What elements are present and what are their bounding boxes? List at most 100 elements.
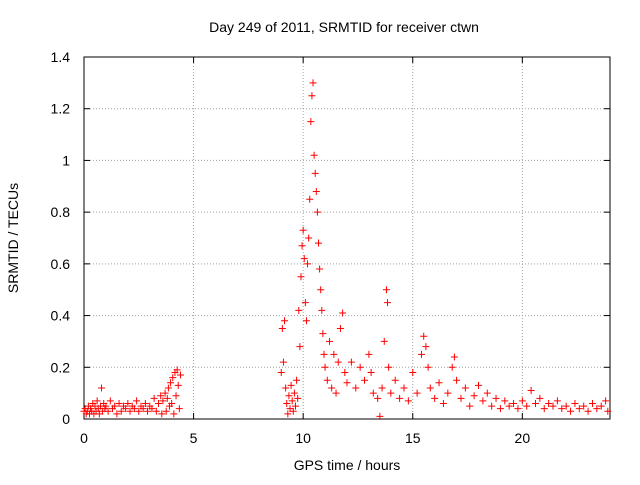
data-point	[319, 330, 327, 338]
data-point	[422, 343, 430, 351]
data-point	[282, 384, 290, 392]
data-point	[285, 392, 293, 400]
data-point	[367, 368, 375, 376]
data-point	[374, 394, 382, 402]
data-point	[126, 407, 134, 415]
data-point	[341, 368, 349, 376]
data-point	[567, 407, 575, 415]
data-point	[413, 389, 421, 397]
data-point	[172, 392, 180, 400]
data-point	[311, 169, 319, 177]
data-point	[315, 239, 323, 247]
data-point	[124, 399, 132, 407]
data-point	[448, 363, 456, 371]
data-point	[152, 407, 160, 415]
grid-lines	[84, 57, 610, 419]
data-points	[80, 79, 612, 420]
data-point	[164, 384, 172, 392]
data-point	[466, 402, 474, 410]
data-point	[356, 363, 364, 371]
data-point	[588, 399, 596, 407]
data-point	[104, 407, 112, 415]
data-point	[299, 226, 307, 234]
data-point	[334, 358, 342, 366]
data-point	[339, 309, 347, 317]
data-point	[336, 325, 344, 332]
data-point	[470, 392, 478, 400]
data-point	[170, 410, 178, 418]
data-point	[461, 384, 469, 392]
data-point	[135, 407, 143, 415]
data-point	[284, 410, 292, 418]
x-tick-label: 10	[295, 430, 311, 446]
x-tick-label: 20	[515, 430, 531, 446]
y-tick-label: 0.2	[51, 359, 71, 375]
data-point	[531, 399, 539, 407]
data-point	[453, 376, 461, 384]
y-axis-label: SRMTID / TECUs	[5, 183, 21, 293]
y-tick-label: 0.8	[51, 204, 71, 220]
y-tick-label: 1.4	[51, 49, 71, 65]
data-point	[505, 402, 513, 410]
data-point	[404, 397, 412, 405]
data-point	[159, 397, 167, 405]
data-point	[277, 368, 285, 376]
data-point	[597, 402, 605, 410]
data-point	[352, 384, 360, 392]
data-point	[420, 332, 428, 340]
data-point	[298, 242, 306, 250]
data-point	[365, 350, 373, 358]
data-point	[98, 384, 106, 392]
data-point	[162, 407, 170, 415]
data-point	[540, 405, 548, 413]
data-point	[593, 405, 601, 413]
data-point	[479, 397, 487, 405]
data-point	[385, 363, 393, 371]
data-point	[287, 381, 295, 389]
data-point	[168, 399, 176, 407]
data-point	[122, 405, 130, 413]
data-point	[545, 399, 553, 407]
data-point	[426, 384, 434, 392]
data-point	[111, 402, 119, 410]
data-point	[150, 394, 158, 402]
data-point	[369, 389, 377, 397]
data-point	[305, 234, 313, 242]
data-point	[391, 376, 399, 384]
data-point	[527, 387, 535, 395]
data-point	[157, 392, 165, 400]
data-point	[439, 399, 447, 407]
data-point	[161, 389, 169, 397]
data-point	[290, 389, 298, 397]
data-point	[501, 397, 509, 405]
data-point	[296, 343, 304, 351]
data-point	[300, 255, 308, 263]
data-point	[173, 366, 181, 374]
data-point	[584, 407, 592, 415]
data-point	[117, 407, 125, 415]
data-point	[571, 399, 579, 407]
data-point	[380, 337, 388, 345]
data-point	[382, 286, 390, 294]
data-point	[518, 397, 526, 405]
data-point	[378, 384, 386, 392]
data-point	[475, 381, 482, 389]
data-point	[562, 402, 570, 410]
y-tick-label: 1	[62, 152, 70, 168]
data-point	[312, 187, 320, 195]
data-point	[384, 299, 392, 307]
chart-title: Day 249 of 2011, SRMTID for receiver ctw…	[209, 19, 479, 35]
data-point	[320, 350, 328, 358]
data-point	[332, 389, 340, 397]
data-point	[330, 350, 338, 358]
data-point	[424, 363, 432, 371]
data-point	[148, 405, 156, 413]
x-axis-label: GPS time / hours	[294, 457, 401, 473]
data-point	[288, 397, 296, 405]
data-point	[400, 384, 408, 392]
data-point	[450, 353, 458, 361]
data-point	[553, 397, 561, 405]
data-point	[602, 397, 610, 405]
